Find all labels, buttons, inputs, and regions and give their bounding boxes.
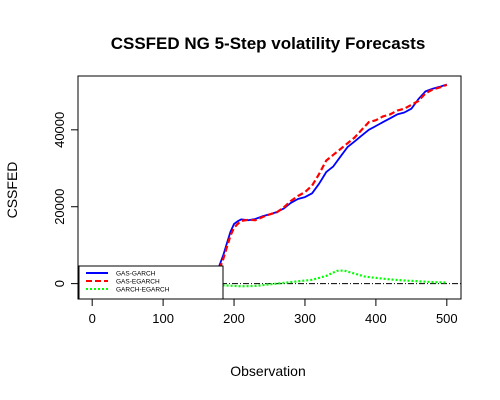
legend-label: GAS-EGARCH (116, 278, 160, 285)
series-line-gas-garch (92, 83, 448, 297)
y-tick-label: 20000 (52, 189, 67, 225)
series-line-garch-egarch (198, 269, 447, 288)
legend-label: GAS-GARCH (116, 270, 156, 277)
legend-box (78, 265, 224, 300)
x-tick-label: 0 (89, 311, 96, 326)
series-line-gas-egarch (92, 83, 448, 297)
y-tick-label: 40000 (52, 112, 67, 148)
y-tick-label: 0 (52, 280, 67, 287)
x-tick-label: 300 (294, 311, 316, 326)
x-tick-label: 500 (436, 311, 458, 326)
chart-title: CSSFED NG 5-Step volatility Forecasts (111, 34, 426, 53)
y-axis-label: CSSFED (4, 162, 20, 219)
plot-frame (77, 75, 462, 300)
x-tick-label: 100 (152, 311, 174, 326)
x-tick-label: 200 (223, 311, 245, 326)
x-axis-label: Observation (230, 363, 305, 379)
plot-layer (78, 83, 461, 297)
legend-label: GARCH-EGARCH (116, 286, 170, 293)
x-tick-label: 400 (365, 311, 387, 326)
